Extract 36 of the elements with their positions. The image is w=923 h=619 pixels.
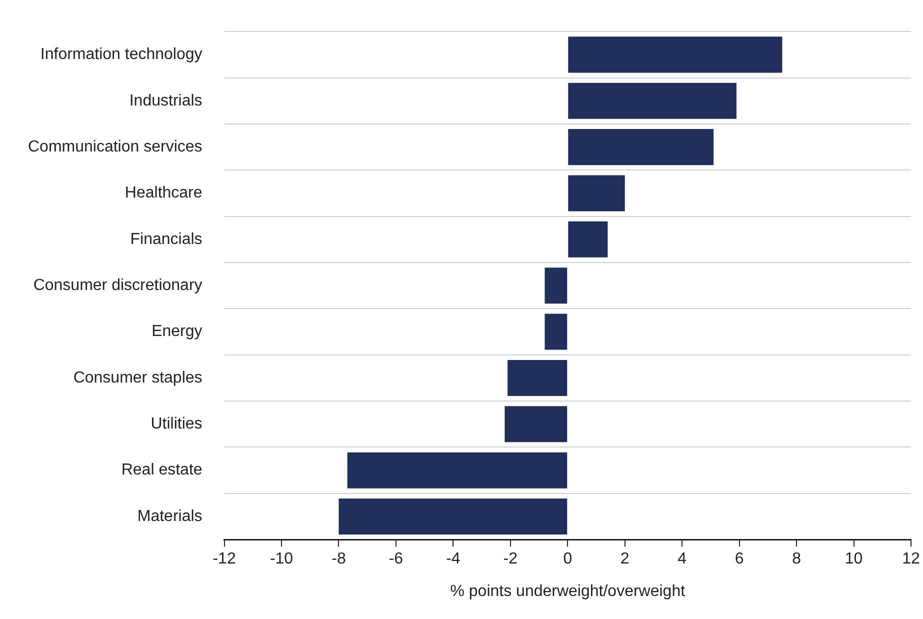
bar: [568, 129, 714, 166]
y-tick-label: Materials: [137, 508, 202, 525]
bar: [508, 360, 568, 396]
x-tick-label: 8: [792, 550, 802, 568]
x-tick-label: -12: [212, 550, 236, 568]
x-axis-title: % points underweight/overweight: [450, 582, 686, 600]
y-tick-label: Industrials: [129, 92, 202, 110]
bar: [347, 452, 568, 488]
x-tick-label: 2: [620, 550, 630, 568]
x-tick-label: 4: [678, 550, 687, 568]
x-tick-label: -10: [270, 550, 294, 568]
x-tick-label: -2: [503, 550, 518, 568]
x-tick-label: -8: [332, 550, 346, 568]
bar: [504, 406, 568, 442]
x-tick-label: -6: [388, 550, 404, 568]
bar: [568, 36, 782, 73]
bar: [568, 82, 736, 119]
y-tick-label: Financials: [130, 230, 202, 248]
y-tick-label: Consumer discretionary: [33, 277, 202, 294]
x-tick-label: -4: [446, 550, 460, 568]
bar: [568, 221, 608, 258]
y-tick-label: Real estate: [121, 462, 202, 479]
y-tick-label: Utilities: [150, 416, 202, 433]
bar: [544, 314, 568, 350]
x-tick-label: 10: [844, 550, 863, 568]
y-tick-label: Healthcare: [124, 184, 202, 202]
y-tick-label: Energy: [152, 323, 202, 340]
bar: [568, 175, 625, 212]
y-tick-label: Communication services: [28, 138, 202, 156]
y-tick-label: Information technology: [40, 46, 202, 64]
x-tick-label: 12: [902, 550, 920, 568]
x-tick-label: 0: [563, 550, 572, 568]
y-tick-label: Consumer staples: [73, 369, 202, 386]
bar: [544, 268, 568, 304]
x-tick-label: 6: [734, 550, 744, 568]
bar: [338, 498, 568, 535]
